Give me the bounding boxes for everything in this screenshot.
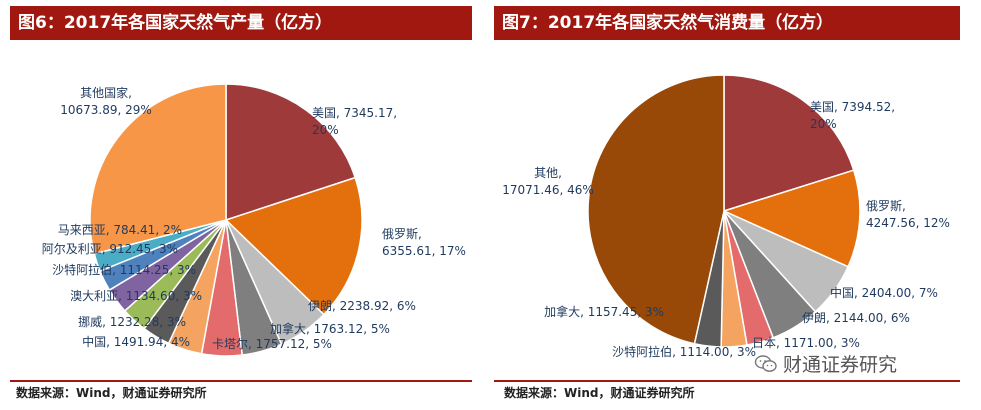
watermark-text: 财通证券研究 [783, 354, 898, 376]
data-label-伊朗: 伊朗, 2144.00, 6% [802, 311, 910, 325]
data-label-俄罗斯: 俄罗斯, 4247.56, 12% [866, 199, 950, 230]
data-label-澳大利亚: 澳大利亚, 1134.60, 3% [70, 289, 202, 303]
pie-slice-俄罗斯 [721, 169, 861, 268]
chart-title: 图6：2017年各国家天然气产量（亿方） [10, 6, 472, 40]
divider [494, 380, 960, 382]
watermark: 财通证券研究 [754, 350, 898, 377]
data-label-加拿大: 加拿大, 1157.45, 3% [544, 304, 664, 319]
data-source: 数据来源：Wind，财通证券研究所 [16, 386, 207, 400]
data-source: 数据来源：Wind，财通证券研究所 [504, 386, 695, 400]
data-label-中国: 中国, 1491.94, 4% [82, 334, 190, 349]
data-label-日本: 日本, 1171.00, 3% [752, 336, 860, 350]
pie-slice-其他国家 [89, 83, 227, 255]
consumption-chart-panel: 图7：2017年各国家天然气消费量（亿方） 美国, 7394.52, 20% 俄罗斯… [492, 0, 981, 410]
wechat-icon [754, 354, 777, 372]
production-pie-chart: 美国, 7345.17, 20% 俄罗斯, 6355.61, 17% 伊朗, 2238.… [42, 83, 466, 357]
pie-slice-美国 [225, 83, 357, 222]
data-label-加拿大: 加拿大, 1763.12, 5% [270, 321, 390, 336]
data-label-美国: 美国, 7345.17, 20% [312, 106, 397, 137]
data-label-中国: 中国, 2404.00, 7% [830, 285, 938, 300]
chart-title: 图7：2017年各国家天然气消费量（亿方） [494, 6, 960, 40]
data-label-挪威: 挪威, 1232.28, 3% [78, 315, 186, 329]
data-label-阿尔及利亚: 阿尔及利亚, 912.45, 3% [42, 241, 178, 256]
production-chart-panel: 图6：2017年各国家天然气产量（亿方） 美国, 7345.17, 20% 俄罗斯,… [0, 0, 474, 410]
data-label-其他国家: 其他国家, 10673.89, 29% [60, 85, 152, 117]
divider [10, 380, 472, 382]
pie-slice-美国 [723, 74, 855, 213]
data-label-俄罗斯: 俄罗斯, 6355.61, 17% [382, 227, 466, 258]
data-label-沙特阿拉伯: 沙特阿拉伯, 1114.00, 3% [612, 344, 756, 359]
data-label-马来西亚: 马来西亚, 784.41, 2% [58, 223, 182, 237]
pie-slice-俄罗斯 [224, 176, 363, 316]
data-label-沙特阿拉伯: 沙特阿拉伯, 1114.25, 3% [52, 262, 196, 277]
data-label-伊朗: 伊朗, 2238.92, 6% [308, 299, 416, 313]
data-label-卡塔尔: 卡塔尔, 1757.12, 5% [212, 336, 332, 351]
consumption-pie-chart: 美国, 7394.52, 20% 俄罗斯, 4247.56, 12% 中国, 2404.… [502, 74, 950, 359]
pie-slice-其他 [587, 74, 725, 345]
data-label-美国: 美国, 7394.52, 20% [810, 100, 895, 131]
data-label-其他: 其他, 17071.46, 46% [502, 166, 594, 197]
